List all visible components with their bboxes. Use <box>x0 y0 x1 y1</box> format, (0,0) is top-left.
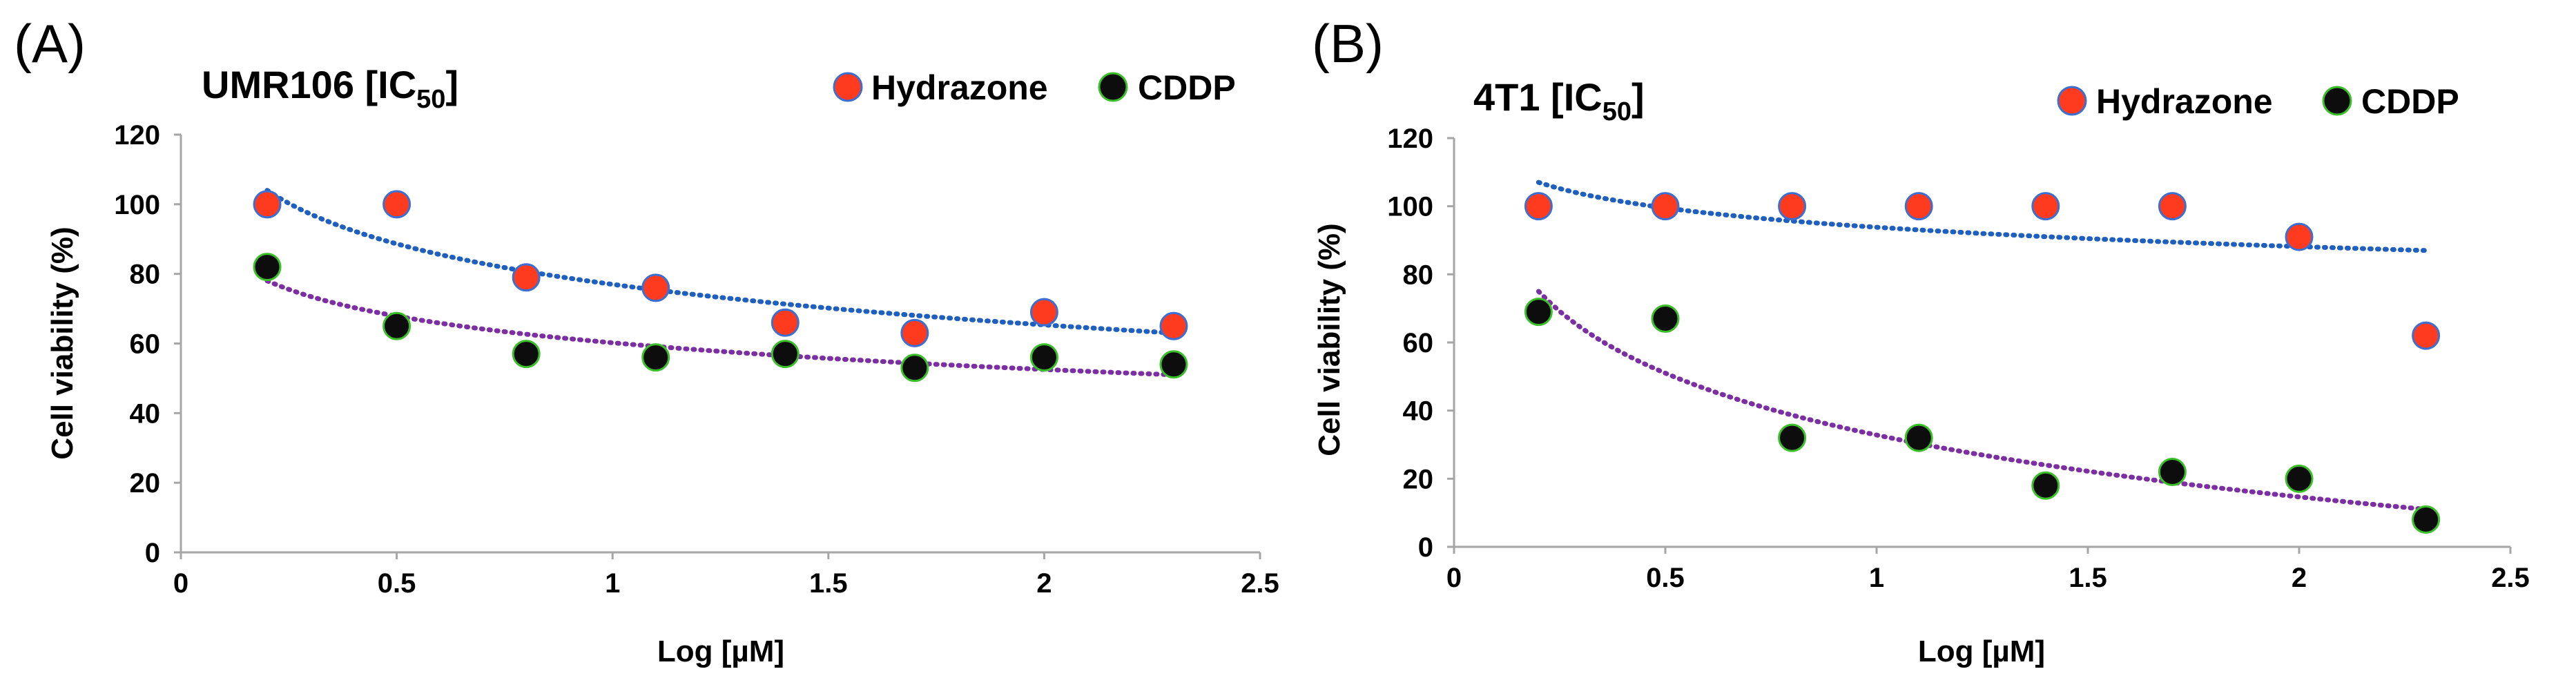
legend-label-hydrazone: Hydrazone <box>2096 82 2273 121</box>
x-tick-label: 0 <box>173 568 188 599</box>
x-tick-label: 1 <box>605 568 620 599</box>
data-point-hydrazone <box>641 273 670 302</box>
legend-label-hydrazone: Hydrazone <box>871 68 1048 107</box>
data-point-cddp <box>1904 423 1933 452</box>
legend-marker-hydrazone <box>833 72 863 102</box>
data-point-hydrazone <box>2158 192 2187 221</box>
panel-label: (B) <box>1312 13 1384 74</box>
data-point-cddp <box>512 340 541 369</box>
x-tick-label: 1.5 <box>2069 563 2107 593</box>
x-tick-label: 2 <box>1036 568 1052 599</box>
data-point-hydrazone <box>900 318 929 347</box>
y-tick-label: 100 <box>114 190 160 220</box>
data-point-hydrazone <box>1651 192 1680 221</box>
data-point-cddp <box>2285 464 2314 493</box>
x-tick-label: 2.5 <box>2491 563 2530 593</box>
legend: Hydrazone CDDP <box>833 68 1236 107</box>
legend-marker-cddp <box>2322 86 2352 116</box>
panel-label: (A) <box>14 13 86 74</box>
x-tick-label: 0.5 <box>378 568 416 599</box>
x-tick-label: 2 <box>2292 563 2307 593</box>
chart-title: 4T1 [IC50] <box>1473 75 1645 126</box>
y-axis-title: Cell viability (%) <box>1313 223 1346 456</box>
y-tick-label: 120 <box>114 120 160 151</box>
data-point-hydrazone <box>2031 192 2060 221</box>
x-axis-title: Log [µM] <box>657 635 784 668</box>
y-tick-label: 20 <box>130 468 161 499</box>
data-point-cddp <box>2158 457 2187 486</box>
data-point-cddp <box>641 343 670 372</box>
data-point-cddp <box>2412 505 2441 534</box>
legend-item-hydrazone: Hydrazone <box>2057 82 2273 121</box>
data-point-cddp <box>771 340 800 369</box>
y-tick-label: 60 <box>130 329 161 360</box>
data-point-hydrazone <box>2285 222 2314 251</box>
data-points <box>1524 192 2441 534</box>
data-point-cddp <box>1524 298 1553 327</box>
data-point-cddp <box>900 354 929 383</box>
trendline-hydrazone <box>1536 180 2429 253</box>
data-point-hydrazone <box>1159 311 1188 340</box>
data-point-hydrazone <box>1778 192 1807 221</box>
data-point-cddp <box>253 253 282 282</box>
legend-item-hydrazone: Hydrazone <box>833 68 1048 107</box>
y-tick-label: 120 <box>1387 124 1433 154</box>
data-point-hydrazone <box>2412 321 2441 350</box>
trendline-cddp <box>1536 289 2429 512</box>
legend-label-cddp: CDDP <box>2361 82 2459 121</box>
y-tick-label: 80 <box>1403 260 1434 290</box>
data-point-hydrazone <box>771 308 800 337</box>
y-tick-label: 20 <box>1403 464 1434 494</box>
legend: Hydrazone CDDP <box>2057 82 2459 121</box>
data-point-hydrazone <box>512 263 541 292</box>
panel-a: (A) UMR106 [IC50] Hydrazone CDDP 0204060… <box>14 13 1279 668</box>
y-axis-ticks: 0 20 40 60 80 100 120 <box>1387 124 1454 563</box>
legend-label-cddp: CDDP <box>1138 68 1236 107</box>
x-tick-label: 0.5 <box>1646 563 1685 593</box>
y-tick-label: 40 <box>130 398 161 429</box>
x-tick-label: 2.5 <box>1241 568 1279 599</box>
x-tick-label: 1.5 <box>809 568 848 599</box>
y-axis-ticks: 0 20 40 60 80 100 120 <box>114 120 181 568</box>
y-tick-label: 100 <box>1387 192 1433 222</box>
y-axis-title: Cell viability (%) <box>46 226 79 459</box>
x-axis-title: Log [µM] <box>1918 635 2045 668</box>
y-tick-label: 0 <box>1418 532 1433 563</box>
x-tick-label: 1 <box>1869 563 1884 593</box>
y-tick-label: 60 <box>1403 328 1434 358</box>
legend-item-cddp: CDDP <box>1098 68 1236 107</box>
data-point-hydrazone <box>1029 298 1058 327</box>
trendline-hydrazone <box>264 188 1176 336</box>
data-point-cddp <box>1778 423 1807 452</box>
y-tick-label: 40 <box>1403 396 1434 427</box>
chart-title: UMR106 [IC50] <box>202 63 458 114</box>
data-point-cddp <box>382 311 411 340</box>
data-point-cddp <box>2031 471 2060 500</box>
y-tick-label: 0 <box>145 538 160 568</box>
trendlines <box>264 188 1176 378</box>
trendline-cddp <box>264 278 1176 378</box>
panel-b: (B) 4T1 [IC50] Hydrazone CDDP 0204060801… <box>1312 13 2530 668</box>
x-axis-ticks: 0 0.5 1 1.5 2 2.5 <box>173 552 1279 599</box>
y-tick-label: 80 <box>130 260 161 290</box>
data-point-hydrazone <box>382 190 411 219</box>
data-point-cddp <box>1651 304 1680 333</box>
data-point-hydrazone <box>1524 192 1553 221</box>
trendlines <box>1536 180 2429 512</box>
data-point-cddp <box>1029 343 1058 372</box>
legend-marker-cddp <box>1098 72 1128 102</box>
x-axis-ticks: 0 0.5 1 1.5 2 2.5 <box>1446 547 2530 593</box>
legend-marker-hydrazone <box>2057 86 2087 116</box>
data-point-hydrazone <box>253 190 282 219</box>
data-points <box>253 190 1188 383</box>
data-point-cddp <box>1159 350 1188 379</box>
data-point-hydrazone <box>1904 192 1933 221</box>
legend-item-cddp: CDDP <box>2322 82 2459 121</box>
x-tick-label: 0 <box>1446 563 1462 593</box>
